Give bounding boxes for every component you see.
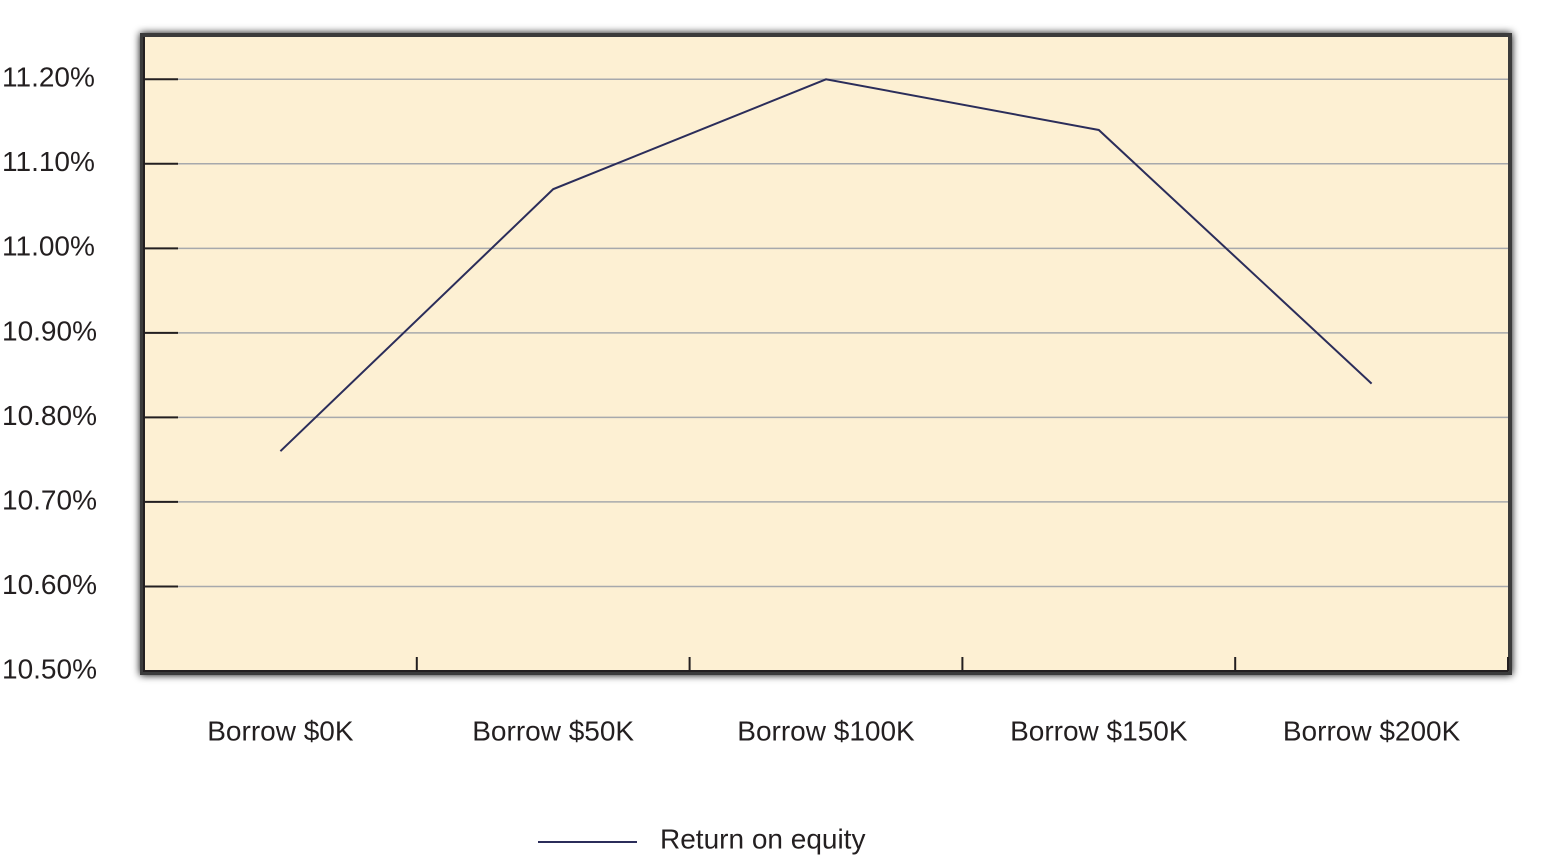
y-tick-label: 10.50%	[2, 653, 97, 684]
y-tick-label: 10.80%	[2, 400, 97, 431]
x-tick-label: Borrow $0K	[207, 715, 354, 746]
y-tick-label: 10.60%	[2, 569, 97, 600]
y-tick-label: 11.10%	[2, 146, 95, 177]
x-tick-label: Borrow $50K	[472, 715, 634, 746]
y-tick-label: 10.90%	[2, 315, 97, 346]
x-tick-label: Borrow $150K	[1010, 715, 1188, 746]
x-tick-label: Borrow $100K	[737, 715, 915, 746]
y-tick-label: 10.70%	[2, 484, 97, 515]
y-tick-label: 11.00%	[2, 231, 95, 262]
plot-area	[144, 37, 1508, 671]
y-tick-label: 11.20%	[2, 62, 95, 93]
legend-label: Return on equity	[660, 823, 865, 854]
x-tick-label: Borrow $200K	[1283, 715, 1461, 746]
data-line	[279, 78, 1373, 452]
